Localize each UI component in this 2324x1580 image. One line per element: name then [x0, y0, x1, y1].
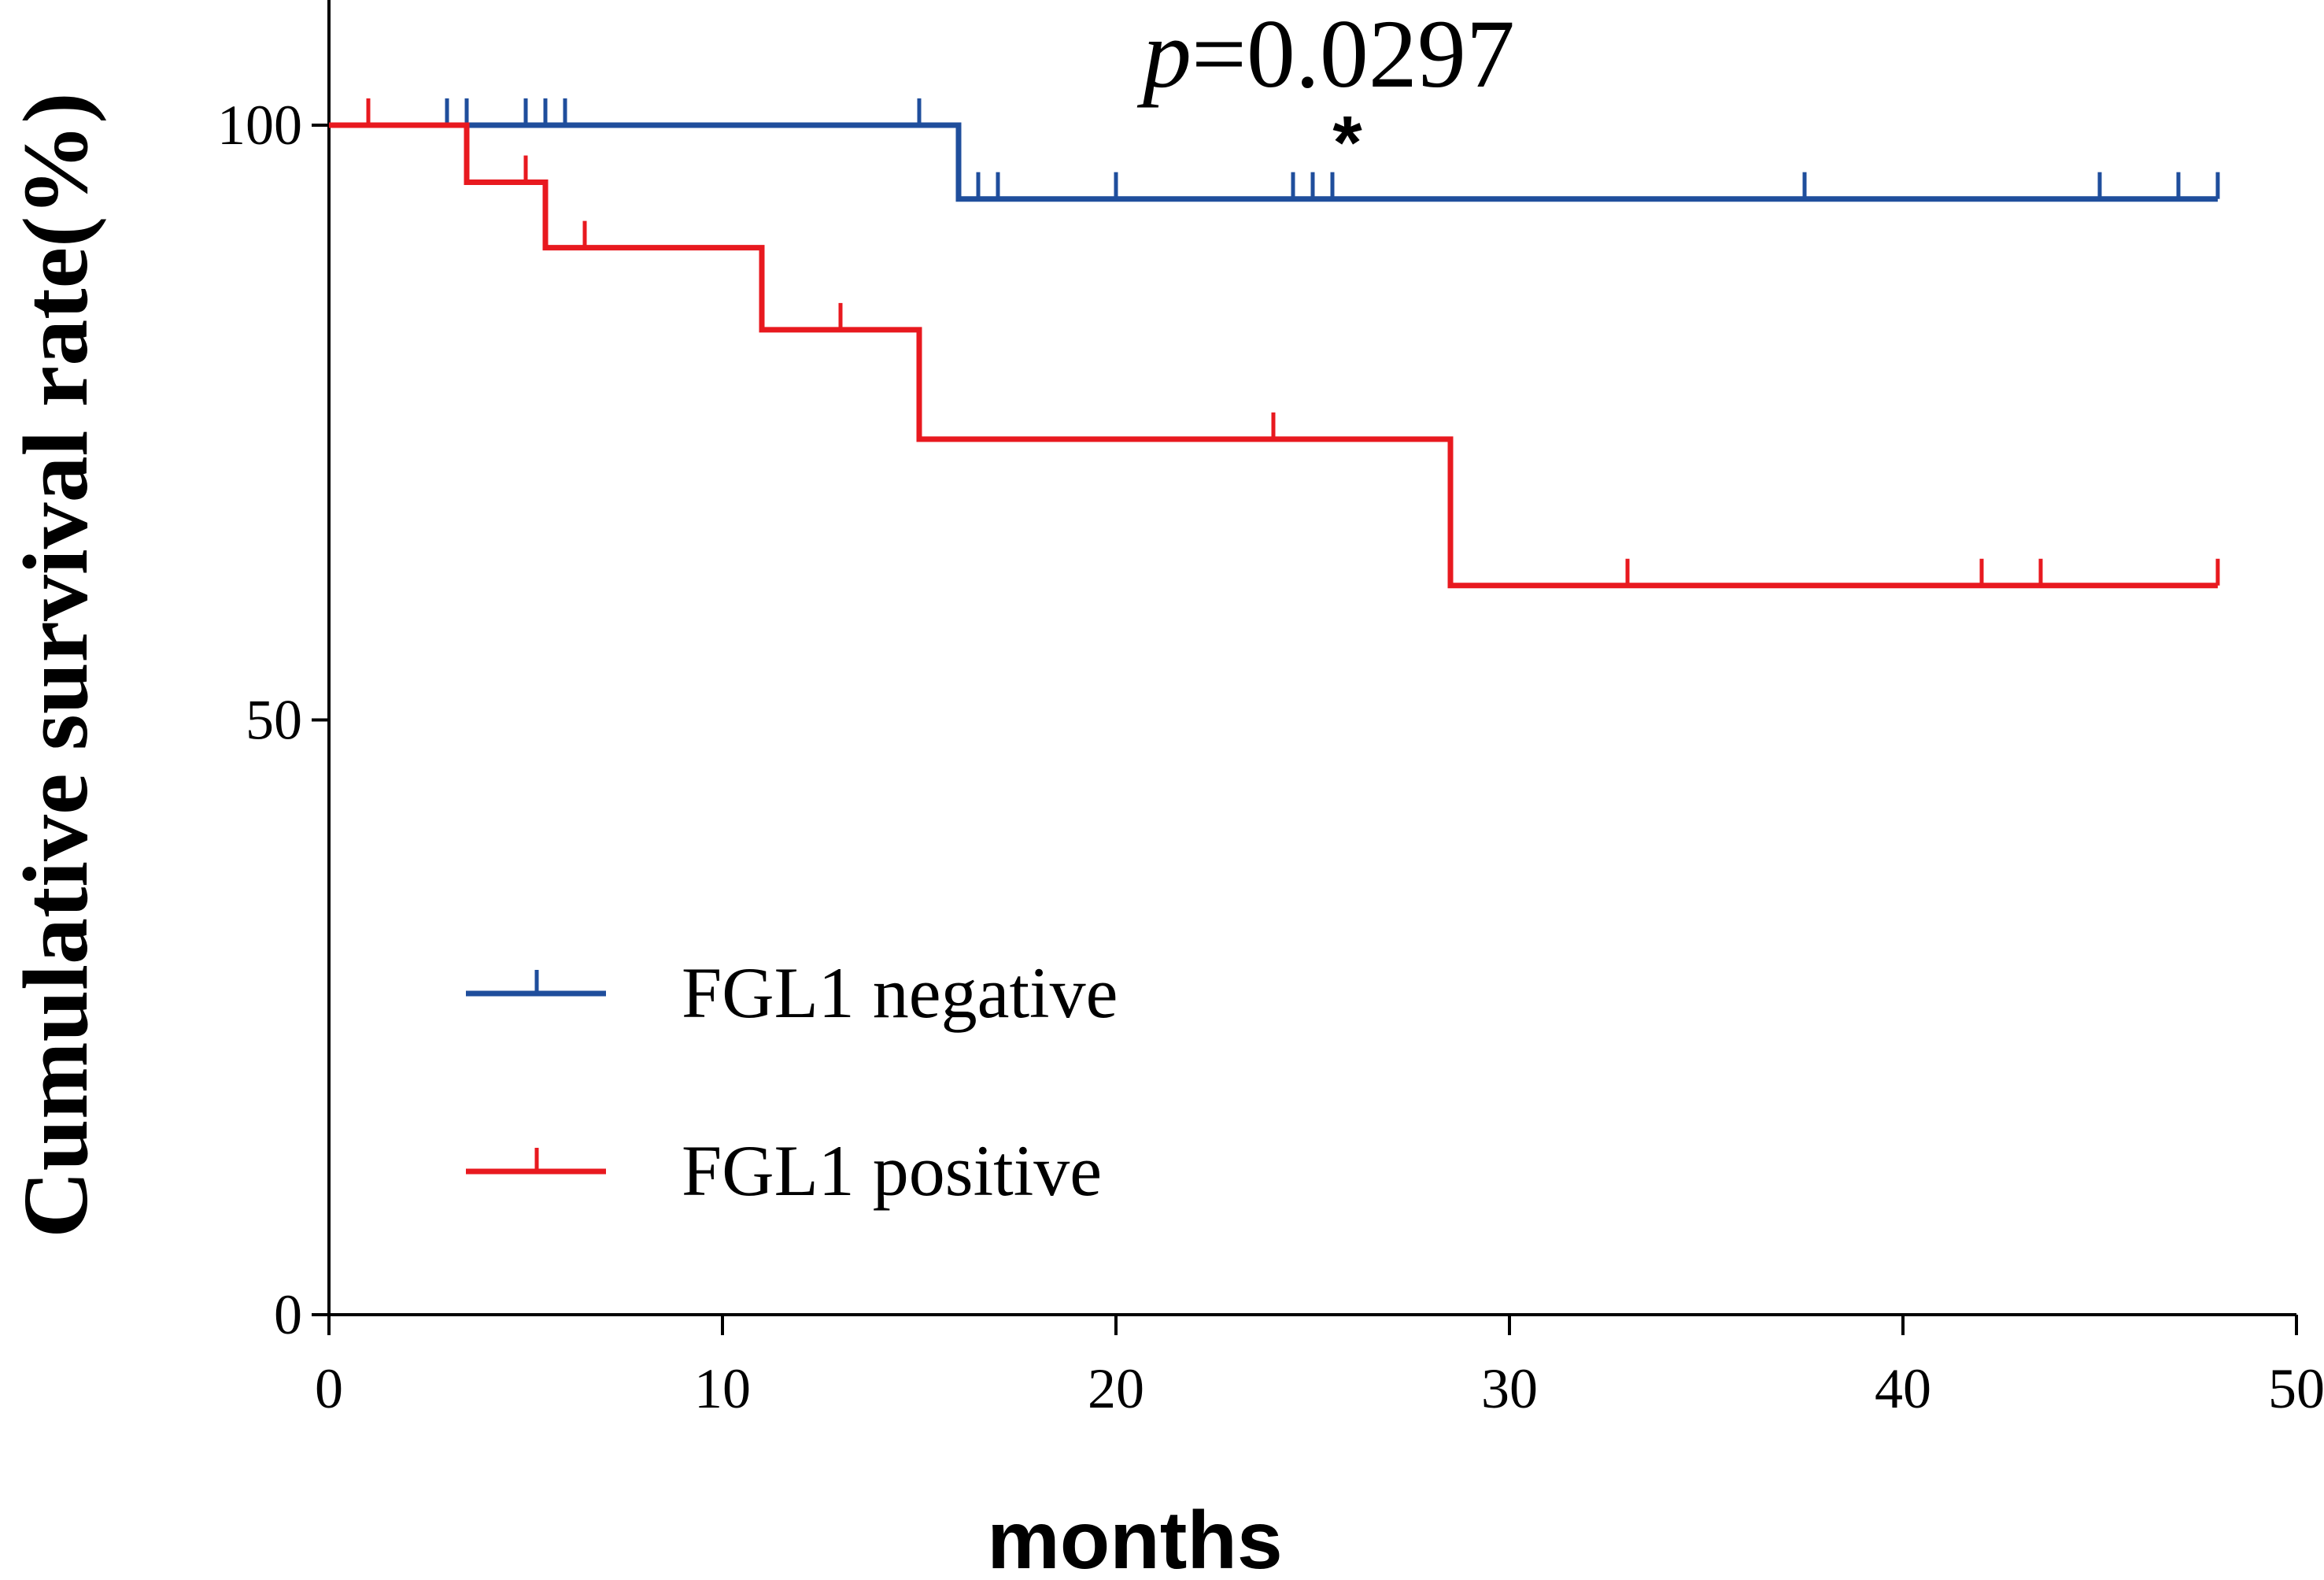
legend-label: FGL1 positive — [682, 1130, 1102, 1211]
y-axis-label: Cumulative survival rate(%) — [4, 92, 107, 1238]
survival-curve-fgl1-positive — [329, 122, 2218, 589]
series-layer — [329, 98, 2220, 589]
y-tick-label: 0 — [274, 1283, 302, 1346]
legend-item: FGL1 negative — [466, 953, 1118, 1033]
legend-label: FGL1 negative — [682, 953, 1118, 1033]
x-tick-label: 10 — [694, 1357, 751, 1420]
survival-curve-fgl1-negative — [329, 122, 2218, 202]
y-tick-label: 50 — [246, 689, 302, 752]
p-symbol: p — [1136, 0, 1192, 108]
p-value-annotation: p=0.0297 — [1136, 0, 1515, 108]
x-tick-label: 20 — [1088, 1357, 1144, 1420]
x-tick-label: 30 — [1481, 1357, 1538, 1420]
p-value: =0.0297 — [1192, 0, 1515, 108]
series-fgl1-positive — [329, 98, 2220, 589]
x-axis-label: months — [987, 1495, 1283, 1580]
x-tick-label: 0 — [315, 1357, 343, 1420]
y-ticks: 0 50 100 — [217, 94, 329, 1346]
legend-item: FGL1 positive — [466, 1130, 1102, 1211]
x-ticks: 0 10 20 30 40 50 — [315, 1315, 2324, 1420]
axes — [327, 0, 2296, 1316]
x-tick-label: 50 — [2268, 1357, 2324, 1420]
legend: FGL1 negative FGL1 positive — [466, 953, 1118, 1211]
y-tick-label: 100 — [217, 94, 302, 157]
x-tick-label: 40 — [1875, 1357, 1931, 1420]
significance-star: * — [1332, 101, 1362, 185]
series-fgl1-negative — [329, 98, 2220, 202]
